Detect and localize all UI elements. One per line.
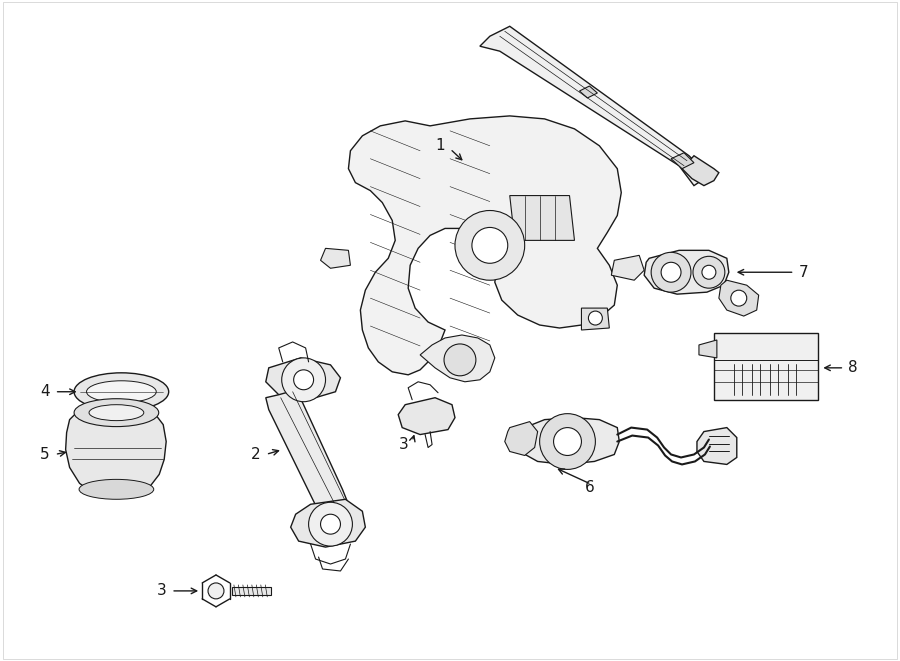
Polygon shape bbox=[266, 390, 348, 511]
Text: 3: 3 bbox=[399, 437, 409, 452]
Text: 3: 3 bbox=[157, 584, 166, 598]
Polygon shape bbox=[509, 196, 574, 241]
Polygon shape bbox=[518, 418, 619, 465]
Polygon shape bbox=[611, 255, 644, 280]
Circle shape bbox=[309, 502, 353, 546]
Polygon shape bbox=[480, 26, 709, 186]
Polygon shape bbox=[505, 422, 537, 455]
Polygon shape bbox=[320, 249, 350, 268]
Circle shape bbox=[731, 290, 747, 306]
Polygon shape bbox=[266, 358, 340, 400]
Text: 1: 1 bbox=[436, 138, 445, 153]
Polygon shape bbox=[291, 499, 365, 547]
Circle shape bbox=[455, 210, 525, 280]
Circle shape bbox=[702, 265, 716, 279]
Polygon shape bbox=[398, 398, 455, 434]
Polygon shape bbox=[581, 308, 609, 330]
Polygon shape bbox=[348, 116, 621, 375]
Circle shape bbox=[652, 253, 691, 292]
Ellipse shape bbox=[86, 381, 157, 403]
Text: 6: 6 bbox=[585, 480, 594, 495]
Circle shape bbox=[320, 514, 340, 534]
Circle shape bbox=[208, 583, 224, 599]
Ellipse shape bbox=[79, 479, 154, 499]
Text: 7: 7 bbox=[798, 265, 808, 280]
Circle shape bbox=[282, 358, 326, 402]
Circle shape bbox=[540, 414, 596, 469]
Polygon shape bbox=[671, 153, 694, 169]
Polygon shape bbox=[719, 280, 759, 316]
Polygon shape bbox=[770, 338, 781, 352]
Polygon shape bbox=[697, 428, 737, 465]
Circle shape bbox=[293, 370, 313, 390]
Circle shape bbox=[444, 344, 476, 376]
Ellipse shape bbox=[89, 405, 144, 420]
Polygon shape bbox=[734, 338, 746, 352]
Polygon shape bbox=[232, 587, 271, 595]
Circle shape bbox=[662, 262, 681, 282]
Circle shape bbox=[693, 256, 724, 288]
Polygon shape bbox=[420, 335, 495, 382]
Polygon shape bbox=[644, 251, 729, 294]
Polygon shape bbox=[580, 86, 598, 98]
Polygon shape bbox=[752, 338, 764, 352]
Text: 4: 4 bbox=[40, 384, 50, 399]
Polygon shape bbox=[714, 333, 818, 400]
Ellipse shape bbox=[74, 373, 168, 410]
Polygon shape bbox=[682, 156, 719, 186]
Polygon shape bbox=[699, 340, 717, 358]
Circle shape bbox=[472, 227, 508, 263]
Circle shape bbox=[589, 311, 602, 325]
Text: 5: 5 bbox=[40, 447, 50, 462]
Ellipse shape bbox=[74, 399, 158, 426]
Polygon shape bbox=[788, 338, 799, 352]
Text: 2: 2 bbox=[251, 447, 261, 462]
Text: 8: 8 bbox=[849, 360, 858, 375]
Circle shape bbox=[554, 428, 581, 455]
Polygon shape bbox=[66, 403, 166, 497]
